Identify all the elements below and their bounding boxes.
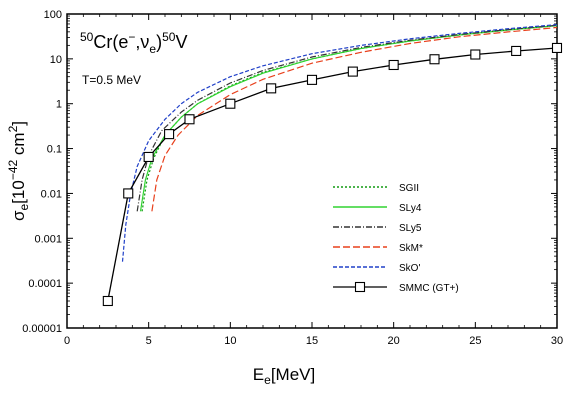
y-label-tail3: ] <box>9 121 28 126</box>
reaction-a-sup: − <box>128 30 135 44</box>
y-axis-label: σe[10−42 cm2] <box>6 121 31 221</box>
data-point-smmc-gt <box>225 98 236 109</box>
x-label-sub: e <box>264 373 271 387</box>
legend-label-skm: SkM* <box>399 243 423 254</box>
series-layer <box>107 24 557 302</box>
series-line-skm <box>151 26 557 212</box>
x-axis-label: Ee[MeV] <box>253 365 315 387</box>
legend-label-sko: SkO' <box>399 263 420 274</box>
reaction-b-sub: e <box>149 42 156 56</box>
data-point-smmc-gt <box>143 151 154 163</box>
y-label-sup: −42 <box>6 159 20 180</box>
data-point-smmc-gt <box>123 188 134 199</box>
temperature-annotation: T=0.5 MeV <box>82 73 141 87</box>
reaction-pre-sup: 50 <box>80 30 94 44</box>
reaction-post-sup: 50 <box>162 30 176 44</box>
y-label-tail: [10 <box>9 180 28 204</box>
y-label-sub: e <box>17 204 31 211</box>
y-label-main: σ <box>9 210 28 221</box>
y-tick-label: 0.1 <box>47 144 62 156</box>
data-point-smmc-gt <box>306 74 318 85</box>
data-point-smmc-gt <box>266 83 277 94</box>
data-point-smmc-gt <box>470 49 481 60</box>
y-tick-label: 100 <box>44 9 62 21</box>
y-label-sup2: 2 <box>6 125 20 132</box>
legend-label-sly4: SLy4 <box>399 203 422 214</box>
data-point-smmc-gt <box>102 295 113 307</box>
y-tick-label: 10 <box>50 54 62 66</box>
y-label-tail2: cm <box>9 132 28 159</box>
data-point-smmc-gt <box>429 54 440 65</box>
axis-ticks: 0 5 10 15 20 25 30 0.00001 0.0001 0.001 0.01 0.1 1 10… <box>22 9 563 347</box>
x-tick-label: 30 <box>551 335 563 347</box>
legend-label-smmc-gt: SMMC (GT+) <box>399 283 459 294</box>
marker-layer <box>102 42 563 307</box>
y-tick-label: 0.01 <box>41 188 62 200</box>
data-point-smmc-gt <box>184 114 195 125</box>
data-point-smmc-gt <box>388 59 399 71</box>
legend-marker-smmc-gt <box>354 281 366 293</box>
x-tick-label: 10 <box>224 335 236 347</box>
reaction-part-d: V <box>175 32 187 52</box>
x-tick-label: 0 <box>64 335 70 347</box>
data-point-smmc-gt <box>347 66 358 77</box>
y-tick-label: 1 <box>56 99 62 111</box>
reaction-part-c: ) <box>156 32 162 52</box>
x-label-main: E <box>253 365 264 384</box>
y-tick-label: 0.0001 <box>28 278 62 290</box>
y-tick-label: 0.001 <box>34 233 62 245</box>
series-line-sly4 <box>139 25 557 212</box>
x-tick-label: 25 <box>469 335 481 347</box>
series-line-sko <box>121 24 557 262</box>
data-point-smmc-gt <box>164 129 175 140</box>
reaction-part-a: Cr(e <box>93 32 128 52</box>
legend: SGII SLy4 SLy5 SkM* SkO' SMMC (GT+) <box>333 183 459 294</box>
data-point-smmc-gt <box>511 45 522 57</box>
y-tick-label: 0.00001 <box>22 323 62 335</box>
legend-label-sgii: SGII <box>399 183 419 194</box>
reaction-annotation: 50Cr(e−,νe)50V <box>80 30 187 56</box>
legend-label-sly5: SLy5 <box>399 223 422 234</box>
x-tick-label: 5 <box>146 335 152 347</box>
x-label-tail: [MeV] <box>271 365 315 384</box>
series-line-smmc-gt <box>107 47 557 302</box>
x-tick-label: 20 <box>388 335 400 347</box>
reaction-part-b: ,ν <box>135 32 149 52</box>
data-point-smmc-gt <box>551 42 563 54</box>
x-tick-label: 15 <box>306 335 318 347</box>
